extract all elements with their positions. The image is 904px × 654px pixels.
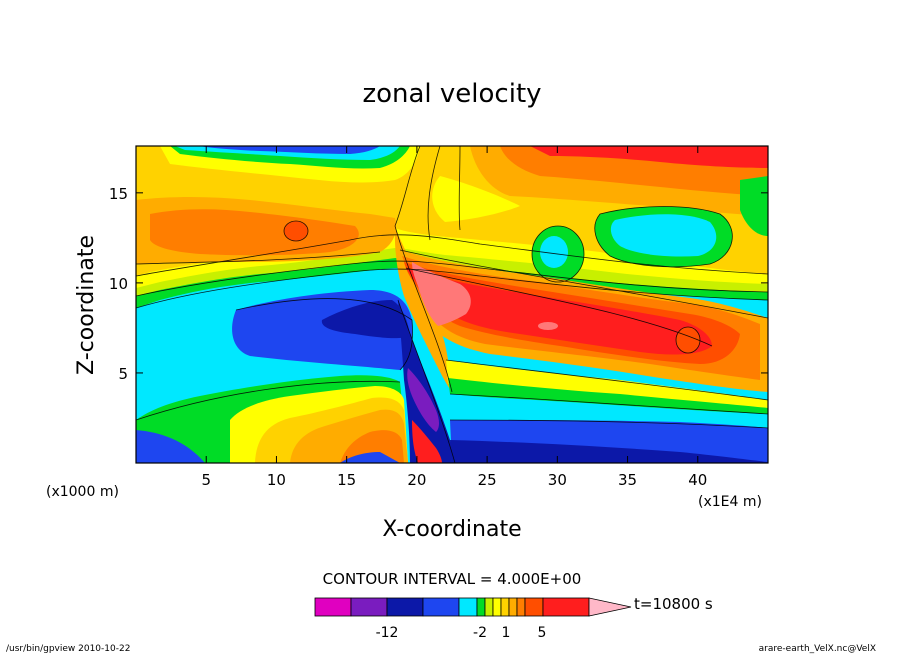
x-tick-label: 20 — [407, 471, 426, 489]
x-tick-label: 40 — [688, 471, 707, 489]
colorbar-tick-label: 1 — [502, 625, 511, 641]
colorbar-swatch — [542, 597, 590, 617]
region-yellow-east-low — [446, 360, 768, 410]
colorbar-swatch — [524, 597, 544, 617]
region-cyan-patch-right — [540, 236, 568, 268]
footer-right: arare-earth_VelX.nc@VelX — [759, 644, 876, 654]
colorbar-swatch — [500, 597, 510, 617]
footer-left: /usr/bin/gpview 2010-10-22 — [6, 644, 130, 654]
colorbar-swatch — [508, 597, 518, 617]
x-tick-label: 10 — [267, 471, 286, 489]
x-tick-label: 35 — [618, 471, 637, 489]
chart-title: zonal velocity — [362, 79, 541, 109]
x-tick-label: 25 — [478, 471, 497, 489]
y-tick-label: 5 — [118, 365, 128, 383]
colorbar-swatch — [458, 597, 478, 617]
colorbar-swatch — [492, 597, 502, 617]
x-unit-label-right: (x1E4 m) — [698, 494, 762, 510]
y-tick-label: 10 — [109, 275, 128, 293]
colorbar-tick-label: -12 — [376, 625, 399, 641]
contour-field — [136, 146, 768, 463]
x-unit-label-left: (x1000 m) — [46, 484, 119, 500]
region-dark-orange-upper — [150, 209, 359, 256]
plot-frame — [135, 145, 769, 464]
colorbar-swatch — [422, 597, 460, 617]
region-dark-orange-low — [340, 430, 404, 463]
x-tick-label: 5 — [201, 471, 211, 489]
x-tick-label: 30 — [548, 471, 567, 489]
colorbar — [314, 597, 632, 617]
region-green-right-edge — [740, 176, 768, 236]
region-yellow-mid-right — [432, 176, 520, 222]
colorbar-swatch — [476, 597, 486, 617]
contour-interval-text: CONTOUR INTERVAL = 4.000E+00 — [323, 570, 582, 588]
colorbar-tick-label: -2 — [473, 625, 487, 641]
region-red-top-right — [530, 146, 768, 168]
region-dark-blue-mid — [321, 300, 410, 339]
x-axis: 5 10 15 20 25 30 35 40 — [201, 146, 707, 489]
region-blue-top-left — [200, 146, 380, 154]
time-label: t=10800 s — [634, 595, 713, 613]
region-blue-bottom-left — [136, 430, 205, 463]
region-cyan-far-right — [610, 214, 717, 257]
colorbar-tick-labels: -12 -2 1 5 — [376, 625, 547, 641]
region-green-east-low — [448, 378, 768, 414]
y-axis-label: Z-coordinate — [74, 235, 99, 375]
y-tick-label: 15 — [109, 185, 128, 203]
colorbar-tick-label: 5 — [538, 625, 547, 641]
y-axis: 5 10 15 — [109, 185, 768, 383]
region-pink-jet — [412, 262, 471, 326]
x-axis-label: X-coordinate — [382, 517, 521, 542]
region-red-jet — [406, 268, 712, 355]
colorbar-swatch — [516, 597, 526, 617]
region-red-shear-low — [412, 420, 442, 463]
x-tick-label: 15 — [337, 471, 356, 489]
region-pink-spot — [538, 322, 558, 330]
region-red-upper — [284, 221, 308, 241]
contour-lines — [136, 146, 768, 463]
colorbar-swatch — [350, 597, 388, 617]
colorbar-swatch — [386, 597, 424, 617]
region-dark-blue-east-low — [450, 440, 768, 463]
region-purple-shear — [407, 368, 439, 432]
colorbar-swatch — [314, 597, 352, 617]
colorbar-swatch — [484, 597, 494, 617]
region-blue-bottom-mid — [340, 452, 400, 463]
colorbar-extension-arrow — [588, 597, 632, 617]
